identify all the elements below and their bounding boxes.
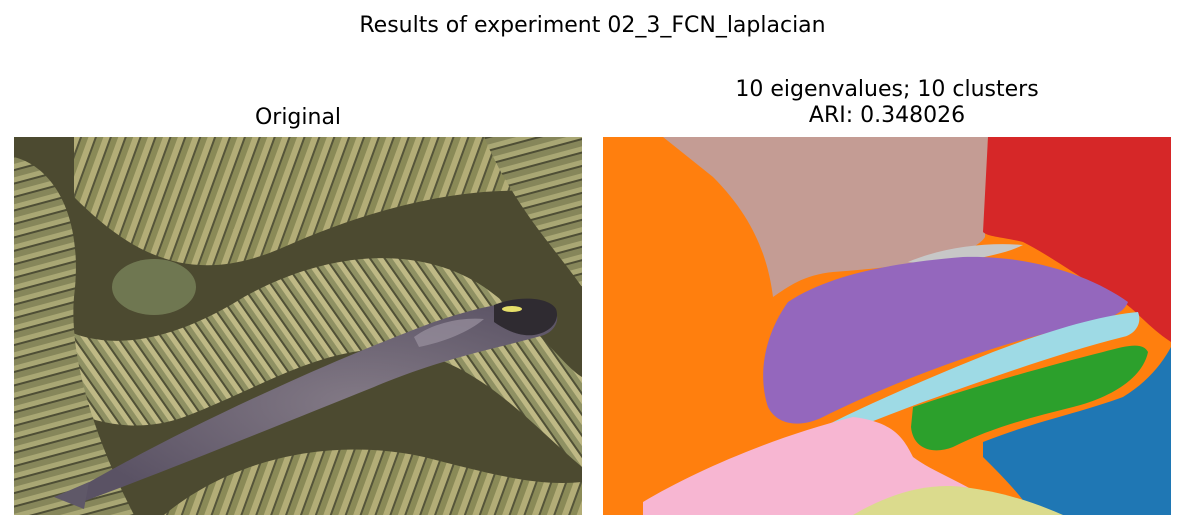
segment-lightblue <box>728 312 1140 482</box>
coral-ridge-middle <box>14 258 582 467</box>
segment-green <box>911 345 1148 451</box>
segment-red <box>983 137 1171 342</box>
segment-yellow <box>853 486 1063 515</box>
segmentation-image-panel <box>603 137 1171 515</box>
segmentation-title-line-2: ARI: 0.348026 <box>808 103 966 128</box>
coral-ridge-bottom <box>164 449 582 515</box>
figure-suptitle: Results of experiment 02_3_FCN_laplacian <box>359 13 826 38</box>
segmentation-title-line-1: 10 eigenvalues; 10 clusters <box>735 77 1039 102</box>
coral-ridge-top <box>74 137 582 266</box>
original-image-panel <box>14 137 582 515</box>
original-photo <box>14 137 582 515</box>
fish-fin <box>414 318 484 347</box>
fish-eye-mark <box>502 306 522 312</box>
original-panel-title: Original <box>254 105 342 130</box>
segment-purple <box>763 256 1128 424</box>
fish-body <box>64 301 558 505</box>
segment-pink <box>643 417 983 515</box>
segment-blue <box>983 347 1171 515</box>
coral-ridge-left <box>14 157 134 515</box>
coral-polyp-center <box>112 259 196 315</box>
segment-brown <box>663 137 988 297</box>
fish-tail <box>54 482 89 509</box>
segmentation-map <box>603 137 1171 515</box>
segmentation-panel-title: 10 eigenvalues; 10 clusters ARI: 0.34802… <box>603 77 1171 129</box>
coral-ridge-right <box>484 137 582 287</box>
